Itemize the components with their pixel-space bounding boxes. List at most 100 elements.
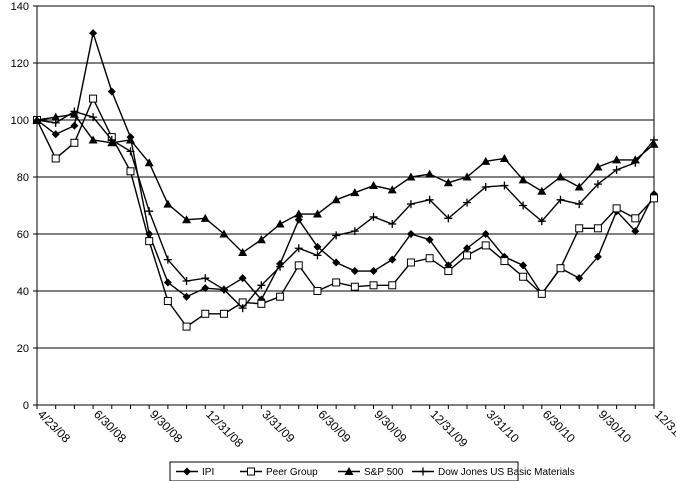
data-point (238, 274, 247, 283)
y-tick-label: 140 (11, 1, 29, 13)
x-tick-label: 12/31/10 (652, 407, 676, 450)
data-point (463, 251, 472, 260)
data-point (593, 162, 603, 171)
data-point (163, 296, 172, 305)
data-point (388, 281, 397, 290)
data-point (126, 147, 135, 156)
data-point (369, 281, 378, 290)
data-point (51, 154, 60, 163)
data-point (89, 29, 98, 38)
data-point (331, 195, 341, 204)
data-point (387, 185, 397, 194)
data-point (650, 135, 658, 144)
data-point (350, 188, 360, 197)
series-peer-group (33, 94, 658, 331)
data-point (182, 292, 191, 301)
x-tick-label: 6/30/10 (540, 407, 578, 445)
data-point (425, 169, 435, 178)
data-point (499, 153, 509, 162)
data-point (51, 130, 60, 139)
data-point (238, 304, 247, 313)
data-point (650, 194, 658, 203)
data-point (556, 195, 565, 204)
data-point (313, 287, 322, 295)
legend-item: Dow Jones US Basic Materials (412, 467, 575, 478)
y-tick-label: 20 (17, 343, 29, 355)
data-point (631, 214, 640, 223)
horizontal-gridlines (37, 5, 654, 406)
data-point (575, 274, 584, 283)
data-point (556, 264, 565, 273)
data-point (33, 116, 41, 124)
y-axis: 0 20 40 60 80 100 120 140 (11, 1, 655, 412)
data-point (631, 227, 640, 236)
series-line (36, 113, 655, 254)
data-point (519, 201, 528, 210)
series-line (36, 30, 655, 301)
legend-marker (419, 467, 427, 476)
data-point (537, 289, 546, 298)
legend-marker (247, 467, 255, 476)
x-tick-label: 3/31/10 (484, 407, 522, 445)
y-tick-label: 40 (17, 286, 29, 298)
data-point (312, 209, 322, 218)
data-point (256, 235, 266, 244)
legend-label: S&P 500 (364, 467, 404, 478)
data-point (369, 181, 379, 190)
legend-label: Dow Jones US Basic Materials (438, 467, 575, 478)
data-point (219, 285, 228, 294)
data-point (294, 261, 303, 270)
data-point (219, 229, 229, 238)
x-tick-label: 9/30/08 (147, 407, 185, 445)
x-tick-label: 9/30/09 (371, 407, 409, 445)
series-line (36, 110, 655, 310)
data-point (125, 135, 135, 144)
data-point (144, 158, 154, 167)
data-point (369, 267, 378, 276)
data-point (481, 241, 490, 250)
data-point (444, 267, 453, 276)
data-point (313, 242, 322, 251)
series-s-p-500 (32, 109, 659, 257)
data-point (574, 182, 584, 191)
legend-item: IPI (176, 467, 214, 478)
data-point (276, 292, 285, 301)
series-ipi (33, 29, 658, 304)
data-point (294, 244, 303, 253)
data-point (481, 230, 490, 238)
series-dow-jones-us-basic-materials (33, 107, 658, 313)
x-tick-label: 6/30/09 (315, 407, 353, 445)
data-point (219, 309, 228, 318)
data-point (519, 261, 528, 270)
data-point (332, 258, 341, 267)
data-point (444, 214, 453, 223)
data-point (350, 282, 359, 291)
data-point (425, 195, 434, 204)
x-axis: 4/23/08 6/30/08 9/30/08 12/31/08 3/31/09 6/30… (35, 405, 676, 450)
data-point (612, 204, 621, 213)
data-point (51, 112, 61, 121)
data-point (631, 158, 640, 167)
data-point (443, 178, 453, 187)
data-point (313, 251, 322, 260)
data-point (537, 186, 547, 195)
y-tick-label: 60 (17, 229, 29, 241)
series-line (36, 96, 655, 328)
data-point (201, 284, 210, 293)
legend-label: Peer Group (266, 467, 318, 478)
y-tick-label: 100 (11, 115, 29, 127)
data-point (182, 322, 191, 331)
data-point (332, 278, 341, 287)
legend-item: S&P 500 (338, 467, 404, 478)
data-point (163, 199, 173, 208)
legend-marker (183, 467, 191, 476)
data-point (463, 198, 472, 207)
data-point (519, 272, 528, 281)
data-point (518, 175, 528, 184)
x-tick-label: 12/31/09 (428, 407, 471, 450)
data-point (145, 207, 154, 216)
data-point (500, 181, 509, 190)
x-tick-label: 6/30/08 (91, 407, 129, 445)
series-lines (32, 29, 659, 331)
